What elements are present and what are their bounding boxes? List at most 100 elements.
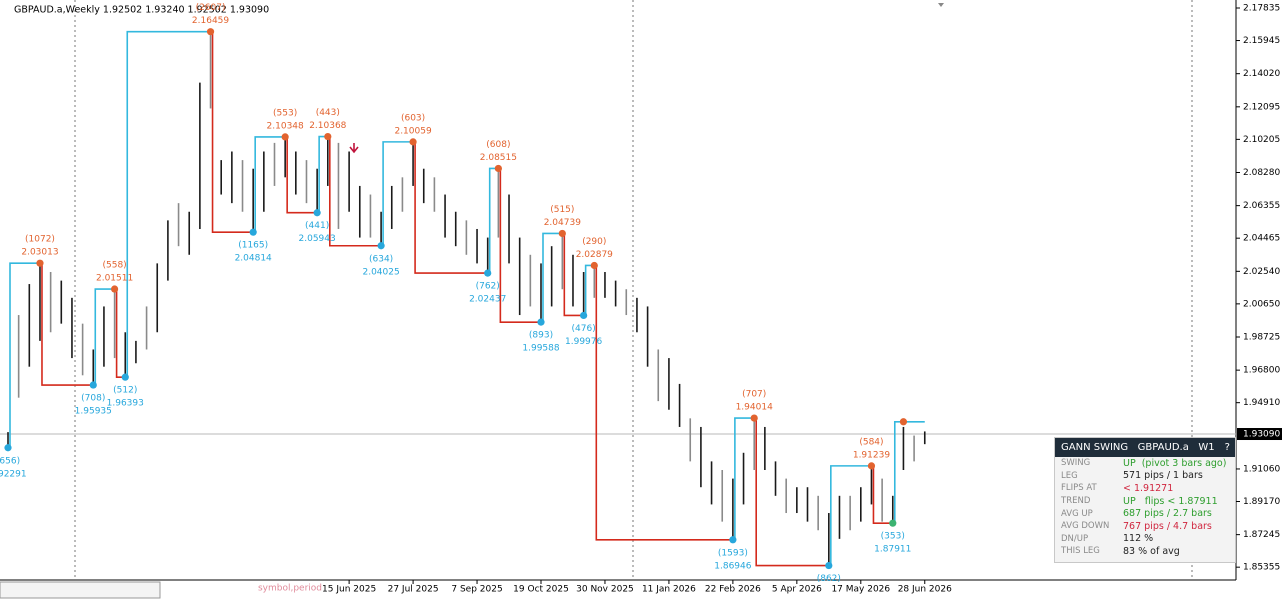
swing-count: (553) bbox=[273, 108, 297, 118]
y-tick-label: 1.87245 bbox=[1243, 530, 1280, 540]
up-leg bbox=[382, 141, 414, 246]
y-tick-label: 2.14020 bbox=[1243, 69, 1280, 79]
swing-high bbox=[36, 259, 44, 267]
swing-high bbox=[899, 418, 908, 426]
y-tick-label: 1.91060 bbox=[1243, 464, 1280, 474]
swing-high bbox=[206, 28, 215, 36]
symbol-header: GBPAUD.a,Weekly 1.92502 1.93240 1.92502 … bbox=[14, 5, 269, 16]
x-tick-label: 11 Jan 2026 bbox=[642, 585, 696, 595]
gann-swing-panel: GANN SWING GBPAUD.a W1 ? _ SWING UP (pivo… bbox=[1054, 437, 1245, 563]
swing-price: 1.95935 bbox=[75, 407, 112, 417]
y-tick-label: 2.17835 bbox=[1243, 4, 1280, 14]
swing-count: (515) bbox=[550, 205, 574, 215]
panel-title: GANN SWING GBPAUD.a W1 bbox=[1061, 442, 1215, 453]
swing-price: 2.10348 bbox=[267, 121, 304, 131]
x-tick-label: 7 Sep 2025 bbox=[451, 585, 502, 595]
swing-price: 2.04025 bbox=[362, 267, 399, 277]
panel-row: FLIPS AT < 1.91271 bbox=[1055, 482, 1235, 495]
y-tick-label: 1.96800 bbox=[1243, 366, 1280, 376]
swing-low bbox=[121, 373, 129, 381]
x-tick-label: 27 Jul 2025 bbox=[388, 585, 439, 595]
swing-count: (1165) bbox=[238, 241, 268, 251]
up-leg bbox=[254, 136, 286, 233]
row-label: THIS LEG bbox=[1061, 546, 1100, 557]
down-leg bbox=[41, 263, 94, 386]
minimize-button[interactable]: _ bbox=[1239, 442, 1245, 453]
swing-price: 1.94014 bbox=[736, 403, 773, 413]
swing-price: 2.08515 bbox=[480, 153, 517, 163]
row-value: 687 pips / 2.7 bars bbox=[1123, 508, 1212, 520]
swing-count: (476) bbox=[572, 324, 596, 334]
swing-low bbox=[4, 444, 12, 452]
swing-high bbox=[494, 164, 502, 173]
y-tick-label: 2.08280 bbox=[1243, 168, 1280, 178]
swing-price: 1.91239 bbox=[853, 450, 890, 460]
swing-count: (1593) bbox=[718, 548, 748, 558]
swing-low bbox=[89, 381, 97, 389]
swing-price: 2.03013 bbox=[21, 248, 58, 258]
down-leg bbox=[595, 265, 733, 541]
swing-count: (558) bbox=[102, 261, 126, 271]
fractal-arrow bbox=[349, 143, 359, 154]
row-label: LEG bbox=[1061, 470, 1078, 481]
y-tick-label: 2.00650 bbox=[1243, 299, 1280, 309]
row-label: FLIPS AT bbox=[1061, 483, 1097, 494]
x-tick-label: 19 Oct 2025 bbox=[513, 585, 569, 595]
swing-count: (2607) bbox=[196, 3, 226, 13]
swing-count: (862) bbox=[817, 574, 841, 584]
x-tick-label: 28 Jun 2026 bbox=[898, 585, 952, 595]
swing-count: (762) bbox=[476, 282, 500, 292]
swing-count: (656) bbox=[0, 456, 20, 466]
swing-price: 2.02437 bbox=[469, 295, 506, 305]
help-button[interactable]: ? bbox=[1224, 442, 1230, 453]
swing-count: (893) bbox=[529, 331, 553, 341]
down-leg bbox=[211, 31, 254, 233]
up-leg bbox=[94, 288, 115, 386]
swing-high bbox=[867, 462, 876, 470]
swing-count: (353) bbox=[881, 532, 905, 542]
up-leg bbox=[734, 417, 755, 540]
swing-count: (708) bbox=[81, 394, 105, 404]
swing-low bbox=[889, 519, 897, 527]
swing-high bbox=[558, 229, 566, 238]
panel-row: AVG UP 687 pips / 2.7 bars bbox=[1055, 507, 1235, 520]
row-value: 112 % bbox=[1123, 533, 1154, 545]
down-leg bbox=[499, 168, 541, 323]
row-value: 83 % of avg bbox=[1123, 545, 1180, 557]
swing-count: (290) bbox=[582, 237, 606, 247]
row-label: SWING bbox=[1061, 458, 1091, 469]
panel-row: DN/UP 112 % bbox=[1055, 533, 1235, 546]
swing-price: 2.10368 bbox=[309, 121, 346, 131]
down-leg bbox=[329, 136, 382, 247]
down-leg bbox=[563, 233, 584, 317]
scroll-tab[interactable] bbox=[0, 581, 161, 599]
row-value: UP flips < 1.87911 bbox=[1123, 495, 1218, 507]
x-tick-label: 22 Feb 2026 bbox=[705, 585, 761, 595]
swing-price: 1.86946 bbox=[714, 561, 751, 571]
y-tick-label: 2.10205 bbox=[1243, 135, 1280, 145]
swing-price: 1.87911 bbox=[874, 545, 911, 555]
up-leg bbox=[9, 262, 40, 448]
row-value: 571 pips / 1 bars bbox=[1123, 470, 1203, 482]
swing-count: (584) bbox=[859, 437, 883, 447]
swing-low bbox=[377, 242, 385, 250]
row-value: UP (pivot 3 bars ago) bbox=[1123, 457, 1227, 469]
row-label: AVG UP bbox=[1061, 508, 1093, 519]
panel-row: AVG DOWN 767 pips / 4.7 bars bbox=[1055, 520, 1235, 533]
row-value: 767 pips / 4.7 bars bbox=[1123, 520, 1212, 532]
down-leg bbox=[286, 136, 318, 214]
swing-count: (634) bbox=[369, 254, 393, 264]
up-leg bbox=[830, 465, 872, 566]
swing-low bbox=[313, 209, 321, 217]
swing-low bbox=[729, 536, 737, 544]
panel-rows: SWING UP (pivot 3 bars ago) LEG 571 pips / … bbox=[1055, 457, 1235, 558]
x-tick-label: 17 May 2026 bbox=[831, 585, 890, 595]
swing-count: (1072) bbox=[25, 235, 55, 245]
y-tick-label: 2.02540 bbox=[1243, 267, 1280, 277]
x-tick-label: 5 Apr 2026 bbox=[772, 585, 822, 595]
panel-row: SWING UP (pivot 3 bars ago) bbox=[1055, 457, 1235, 470]
row-value: < 1.91271 bbox=[1123, 482, 1174, 494]
swing-low bbox=[825, 561, 833, 570]
